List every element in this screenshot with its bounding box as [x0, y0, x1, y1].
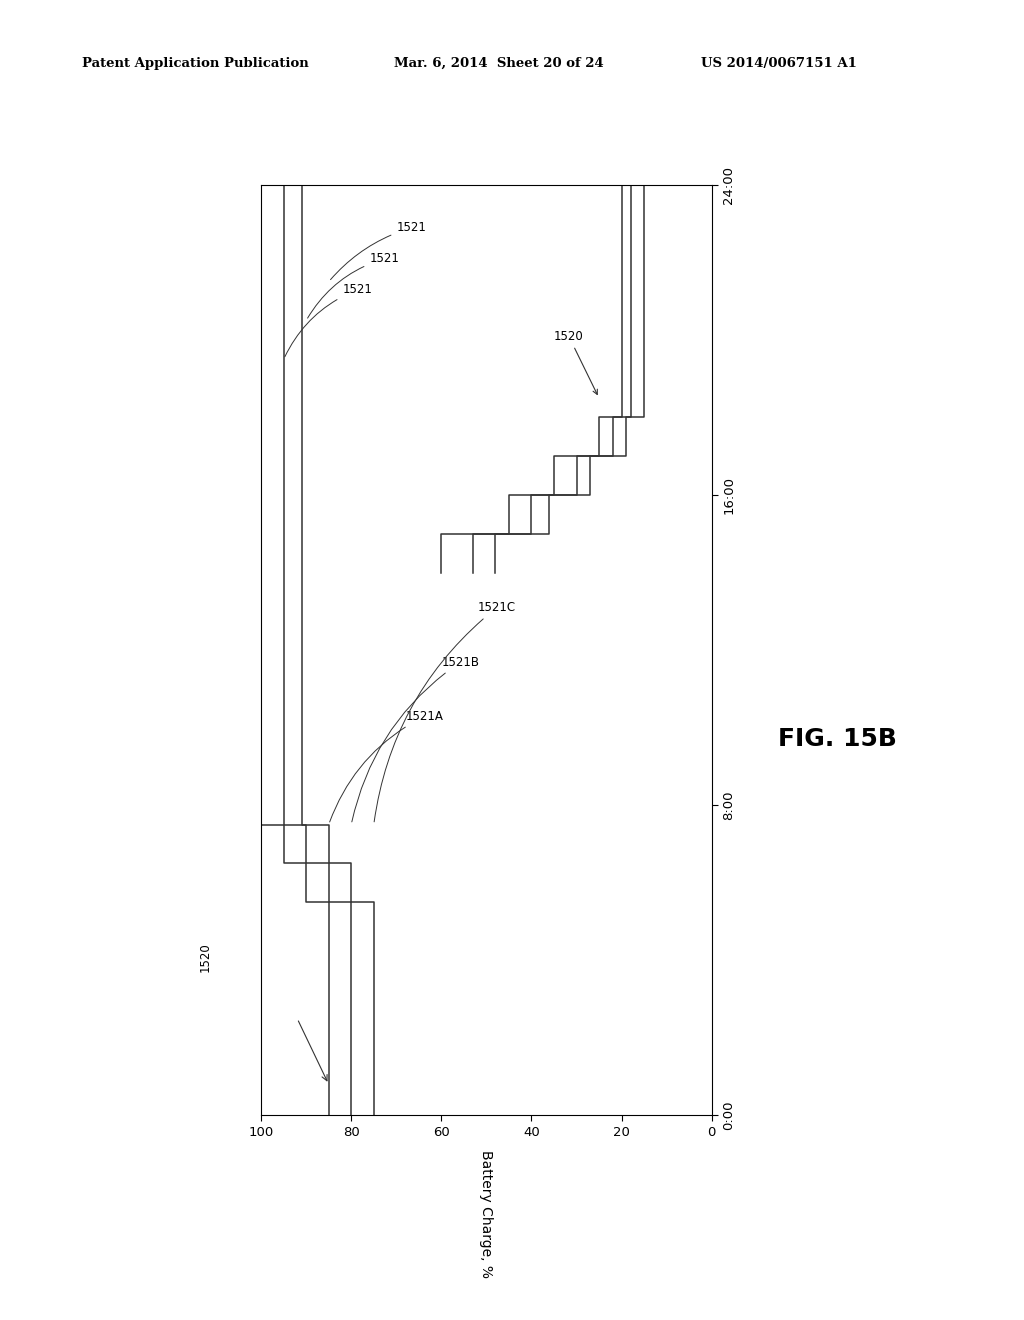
Text: FIG. 15B: FIG. 15B — [778, 727, 897, 751]
Text: Mar. 6, 2014  Sheet 20 of 24: Mar. 6, 2014 Sheet 20 of 24 — [394, 57, 604, 70]
Text: 1521: 1521 — [331, 222, 426, 280]
X-axis label: Battery Charge, %: Battery Charge, % — [479, 1150, 494, 1278]
Text: 1521A: 1521A — [330, 710, 443, 822]
Text: 1521C: 1521C — [374, 602, 515, 822]
Text: 1520: 1520 — [554, 330, 597, 395]
Text: 1520: 1520 — [199, 942, 211, 972]
Text: US 2014/0067151 A1: US 2014/0067151 A1 — [701, 57, 857, 70]
Text: Patent Application Publication: Patent Application Publication — [82, 57, 308, 70]
Text: 1521: 1521 — [285, 284, 372, 356]
Text: 1521: 1521 — [307, 252, 399, 318]
Text: 1521B: 1521B — [352, 656, 479, 822]
